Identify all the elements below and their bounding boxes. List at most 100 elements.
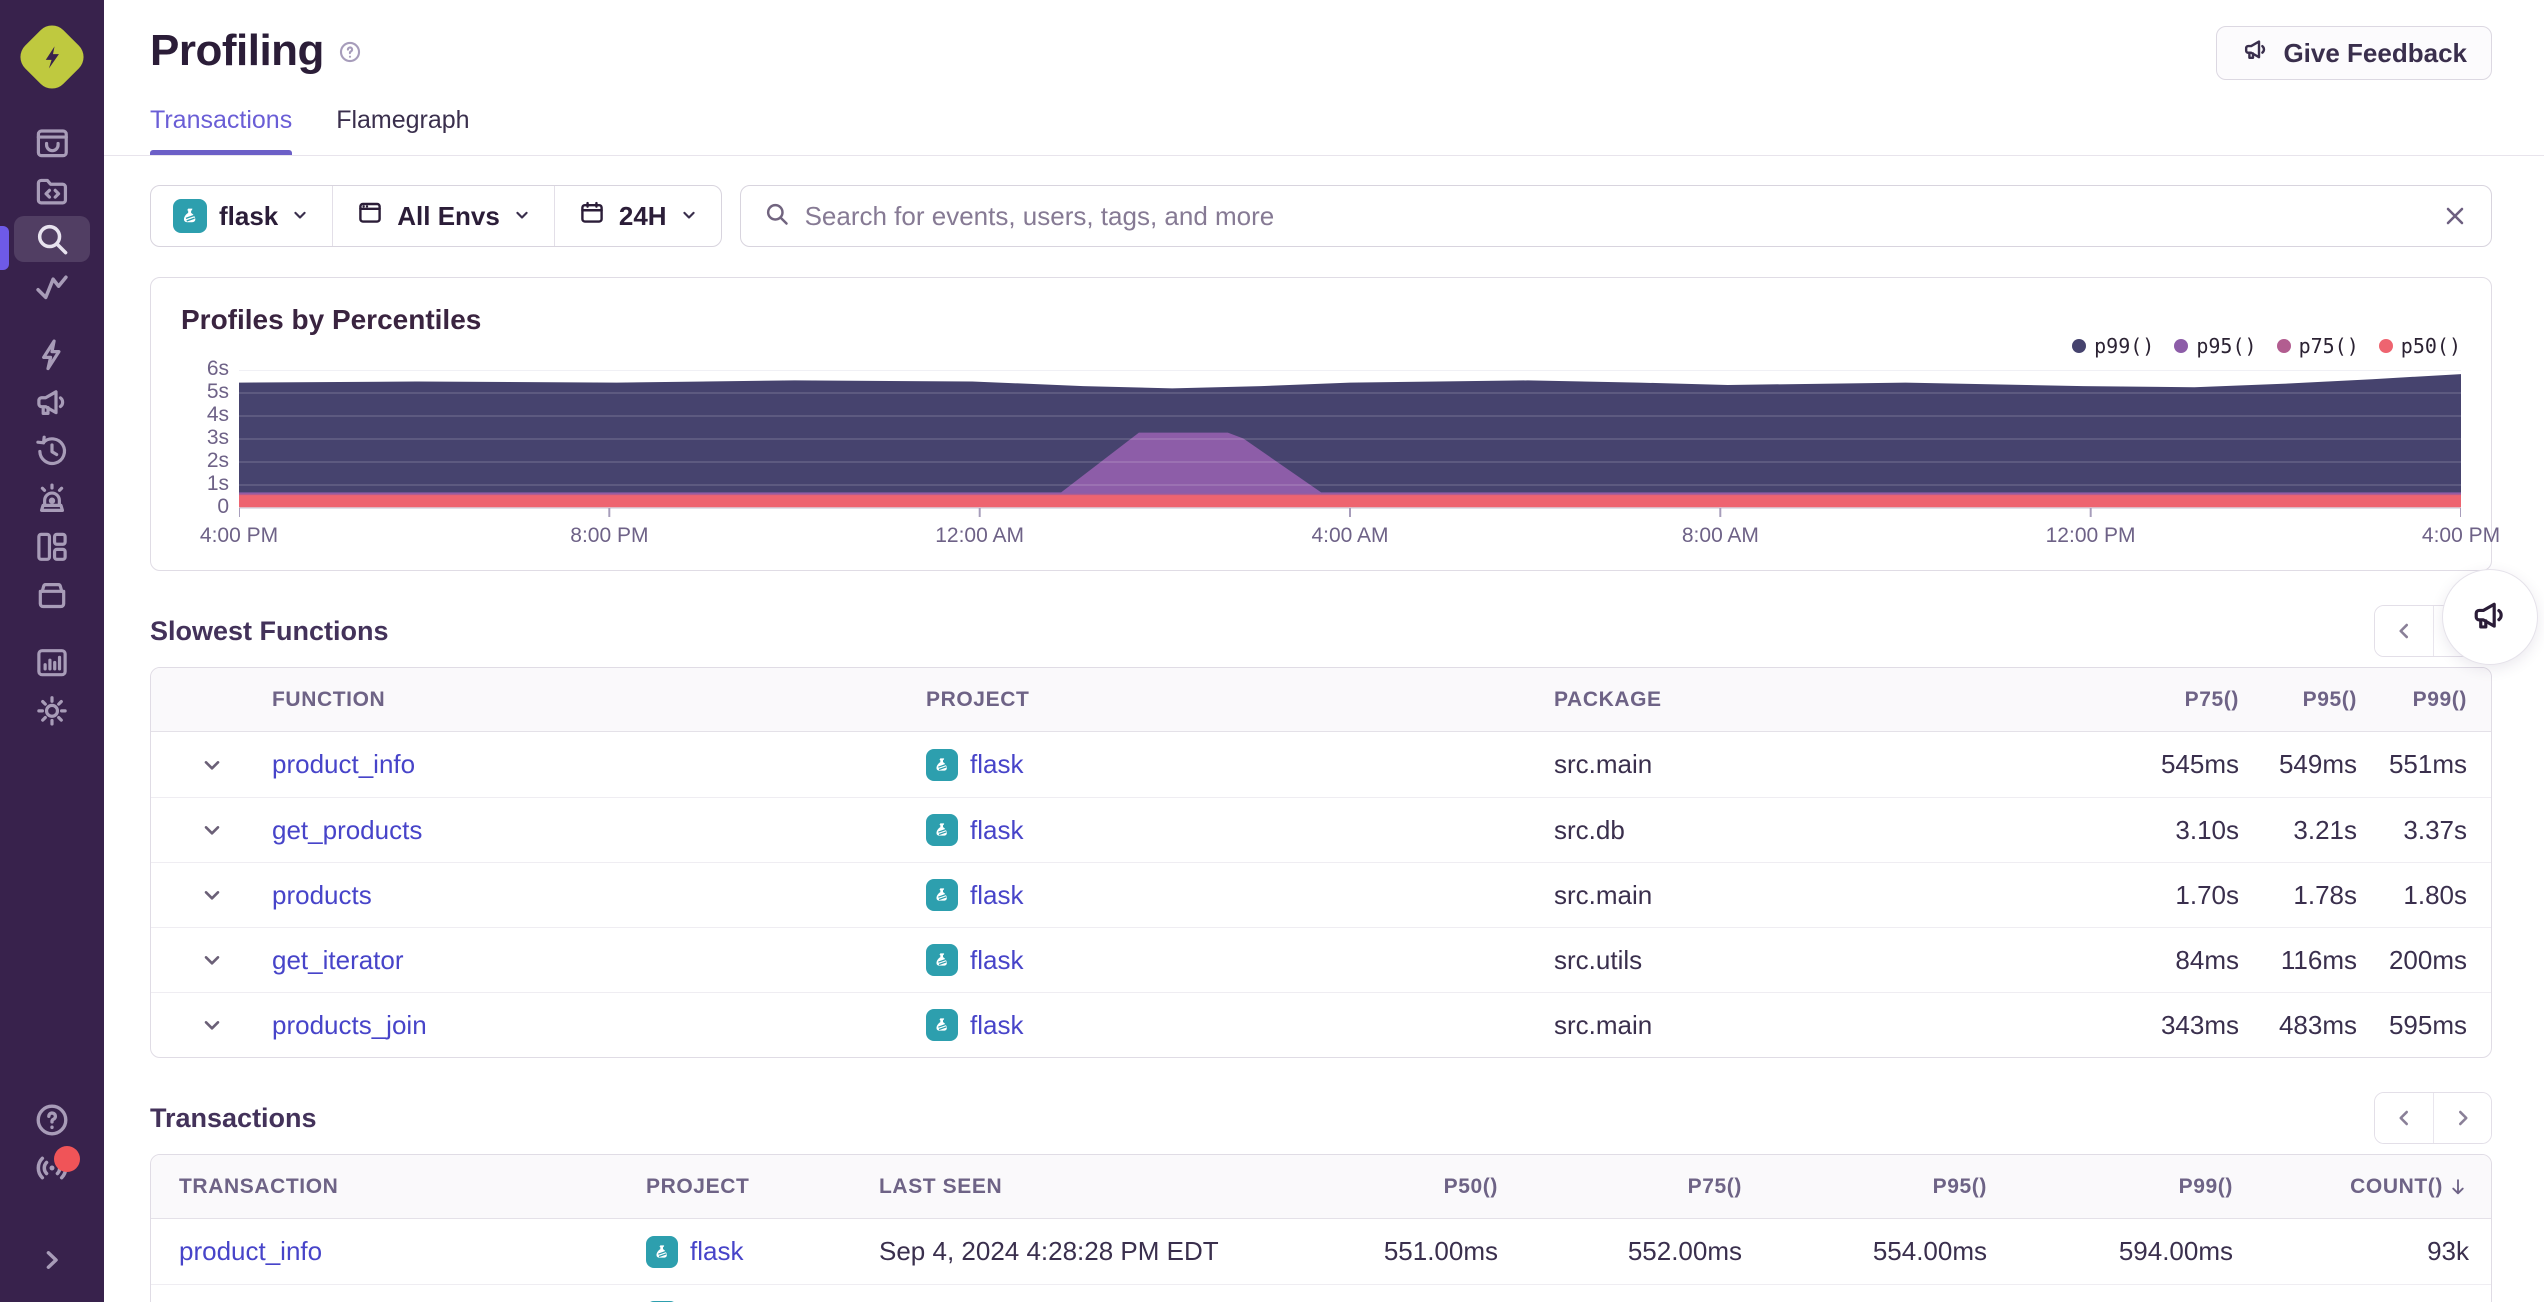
p99-dot-icon — [2072, 339, 2087, 353]
question-circle-icon[interactable] — [338, 40, 362, 69]
sidebar-item-quickstart[interactable] — [14, 332, 90, 378]
project-link[interactable]: flask — [690, 1236, 744, 1266]
siren-icon — [32, 479, 72, 519]
date-range-label: 24H — [618, 200, 667, 231]
archive-box-icon — [32, 575, 72, 615]
prev-page-button[interactable] — [2375, 1093, 2433, 1143]
p95-cell: 116ms — [2280, 944, 2357, 975]
project-link[interactable]: flask — [970, 879, 1024, 910]
code-folder-icon — [32, 171, 72, 211]
count-cell: 93k — [2427, 1236, 2469, 1266]
column-p95: P95() — [1932, 1174, 1987, 1198]
sidebar — [0, 0, 104, 1302]
calendar-icon — [577, 198, 607, 235]
p75-dot-icon — [2276, 339, 2291, 353]
sidebar-item-help[interactable] — [14, 1096, 90, 1144]
column-project: PROJECT — [646, 1174, 750, 1198]
sidebar-item-dashboards[interactable] — [14, 524, 90, 570]
function-link[interactable]: products — [272, 879, 372, 910]
expand-row-chevron-icon[interactable] — [197, 750, 227, 780]
project-selector-label: flask — [219, 200, 279, 231]
expand-row-chevron-icon[interactable] — [197, 880, 227, 910]
package-cell: src.main — [1554, 749, 1653, 779]
give-feedback-button[interactable]: Give Feedback — [2216, 26, 2492, 80]
sidebar-item-whats-new[interactable] — [14, 1144, 90, 1192]
chevron-down-icon — [290, 201, 310, 232]
transaction-link[interactable]: product_info — [179, 1236, 323, 1266]
clear-search-icon[interactable] — [2441, 202, 2469, 230]
function-link[interactable]: products_join — [272, 1009, 427, 1040]
tab-transactions[interactable]: Transactions — [150, 106, 293, 155]
project-link[interactable]: flask — [970, 749, 1024, 779]
sidebar-item-replays[interactable] — [14, 428, 90, 474]
project-link[interactable]: flask — [970, 944, 1024, 975]
flask-project-icon — [926, 879, 958, 911]
megaphone-icon — [2241, 35, 2271, 72]
percentile-area-chart[interactable]: 4:00 PM 8:00 PM 12:00 AM 4:00 AM 8:00 AM… — [200, 370, 2500, 554]
column-p95: P95() — [2302, 687, 2357, 711]
p75-cell: 1.70s — [2175, 879, 2239, 910]
help-icon — [31, 1099, 73, 1141]
sort-descending-icon — [2447, 1176, 2469, 1198]
tab-flamegraph[interactable]: Flamegraph — [336, 106, 469, 155]
p95-cell: 3.21s — [2293, 814, 2357, 845]
main-content: Profiling Give Feedback Transactions Fla… — [104, 0, 2544, 1302]
prev-page-button[interactable] — [2375, 606, 2433, 656]
table-row: product_info flask src.main 545ms 549ms … — [151, 732, 2491, 797]
transactions-pagination — [2374, 1092, 2492, 1144]
legend-item-p50[interactable]: p50() — [2378, 334, 2461, 358]
give-feedback-label: Give Feedback — [2283, 37, 2467, 68]
transactions-table: TRANSACTION PROJECT LAST SEEN P50() P75(… — [150, 1154, 2492, 1302]
sidebar-item-alerts[interactable] — [14, 476, 90, 522]
expand-row-chevron-icon[interactable] — [197, 945, 227, 975]
gear-icon — [32, 691, 72, 731]
sidebar-item-projects[interactable] — [14, 168, 90, 214]
p75-cell: 545ms — [2160, 749, 2239, 779]
table-row: product_info flask Sep 4, 2024 4:28:28 P… — [151, 1219, 2491, 1284]
sidebar-item-releases[interactable] — [14, 572, 90, 618]
sidebar-item-issues[interactable] — [14, 120, 90, 166]
expand-row-chevron-icon[interactable] — [197, 815, 227, 845]
project-link[interactable]: flask — [970, 814, 1024, 845]
legend-item-p95[interactable]: p95() — [2174, 334, 2257, 358]
table-row: get_products flask src.db 3.10s 3.21s 3.… — [151, 797, 2491, 862]
column-p75: P75() — [1687, 1174, 1742, 1198]
sidebar-collapse-button[interactable] — [14, 1236, 90, 1284]
column-count: COUNT() — [2350, 1174, 2443, 1198]
search-icon — [32, 219, 72, 259]
function-link[interactable]: get_iterator — [272, 944, 404, 975]
column-package: PACKAGE — [1554, 687, 1662, 711]
expand-row-chevron-icon[interactable] — [197, 1010, 227, 1040]
column-project: PROJECT — [926, 687, 1030, 711]
legend-item-p75[interactable]: p75() — [2276, 334, 2359, 358]
floating-feedback-button[interactable] — [2442, 569, 2538, 665]
environment-selector[interactable]: All Envs — [332, 186, 554, 246]
sidebar-item-explore[interactable] — [14, 216, 90, 262]
chevron-down-icon — [512, 201, 532, 232]
project-selector[interactable]: flask — [151, 186, 332, 246]
search-icon — [763, 200, 791, 233]
project-link[interactable]: flask — [970, 1009, 1024, 1040]
p75-cell: 3.10s — [2175, 814, 2239, 845]
table-row: products_join flask Sep 4, 2024 4:30:20 … — [151, 1284, 2491, 1302]
sidebar-item-feedback[interactable] — [14, 380, 90, 426]
p95-cell: 1.78s — [2293, 879, 2357, 910]
sidebar-item-stats[interactable] — [14, 640, 90, 686]
chevron-down-icon — [679, 201, 699, 232]
bar-chart-icon — [32, 643, 72, 683]
sidebar-item-settings[interactable] — [14, 688, 90, 734]
search-input[interactable] — [804, 200, 2427, 232]
next-page-button[interactable] — [2433, 1093, 2491, 1143]
function-link[interactable]: get_products — [272, 814, 423, 845]
legend-item-p99[interactable]: p99() — [2072, 334, 2154, 358]
p50-dot-icon — [2378, 339, 2393, 353]
date-range-selector[interactable]: 24H — [553, 186, 721, 246]
flask-project-icon — [173, 199, 207, 233]
sentry-logo[interactable] — [13, 18, 91, 96]
function-link[interactable]: product_info — [272, 749, 416, 779]
p95-cell: 483ms — [2278, 1009, 2357, 1040]
sidebar-item-metrics[interactable] — [14, 264, 90, 310]
column-p99: P99() — [2178, 1174, 2233, 1198]
column-count-sort[interactable]: COUNT() — [2233, 1175, 2469, 1199]
column-last-seen: LAST SEEN — [879, 1174, 1003, 1198]
